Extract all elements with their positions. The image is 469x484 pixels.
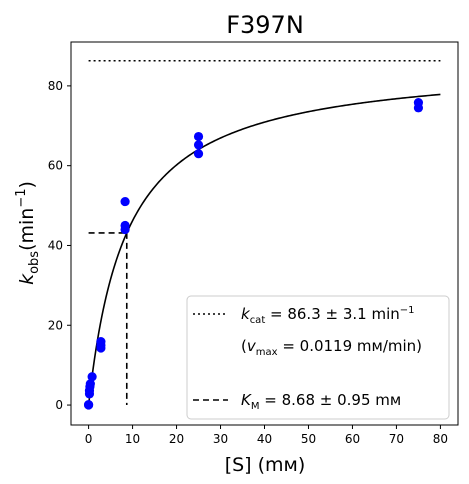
y-tick-label: 40 — [48, 238, 63, 252]
y-axis-label: kobs(min−1) — [14, 181, 42, 285]
y-axis-label-superscript: −1 — [14, 189, 29, 208]
data-point — [83, 400, 94, 410]
x-tick-label: 60 — [345, 432, 360, 446]
y-tick-label: 0 — [55, 398, 63, 412]
x-tick-label: 10 — [125, 432, 140, 446]
y-axis-label-symbol: k — [16, 273, 38, 285]
y-axis-label-subscript: obs — [27, 251, 42, 274]
chart-title: F397N — [226, 11, 304, 39]
data-point — [193, 131, 204, 142]
data-point — [120, 220, 130, 231]
data-point — [87, 372, 97, 382]
plot-area — [83, 59, 441, 410]
x-tick-label: 50 — [301, 432, 316, 446]
x-tick-label: 30 — [213, 432, 228, 446]
data-points — [83, 98, 424, 410]
x-axis-ticks: 0 10 20 30 40 50 60 70 80 — [85, 425, 448, 446]
data-point — [413, 98, 424, 108]
data-point — [120, 196, 130, 207]
x-axis-label: [S] (mм) — [225, 454, 306, 476]
data-point — [193, 140, 204, 150]
legend: kcat = 86.3 ± 3.1 min−1 (vmax = 0.0119 m… — [186, 295, 450, 420]
fit-curve — [87, 93, 441, 406]
x-tick-label: 40 — [257, 432, 272, 446]
x-tick-label: 20 — [169, 432, 184, 446]
data-point — [96, 337, 106, 347]
x-tick-label: 70 — [389, 432, 404, 446]
y-tick-label: 80 — [48, 79, 63, 93]
y-tick-label: 60 — [48, 159, 63, 173]
x-tick-label: 0 — [85, 432, 93, 446]
legend-vmax-text: (vmax = 0.0119 mм/min) — [241, 337, 422, 358]
legend-km-text: KM = 8.68 ± 0.95 mм — [241, 391, 401, 412]
y-axis-ticks: 0 20 40 60 80 — [48, 79, 71, 412]
data-point — [193, 149, 204, 159]
y-axis-label-close: ) — [16, 181, 38, 188]
y-axis-label-unit: (min — [16, 208, 38, 251]
y-tick-label: 20 — [48, 318, 63, 332]
legend-box — [186, 295, 450, 420]
data-point — [85, 379, 95, 389]
x-tick-label: 80 — [433, 432, 448, 446]
legend-kcat-text: kcat = 86.3 ± 3.1 min−1 — [241, 305, 415, 326]
